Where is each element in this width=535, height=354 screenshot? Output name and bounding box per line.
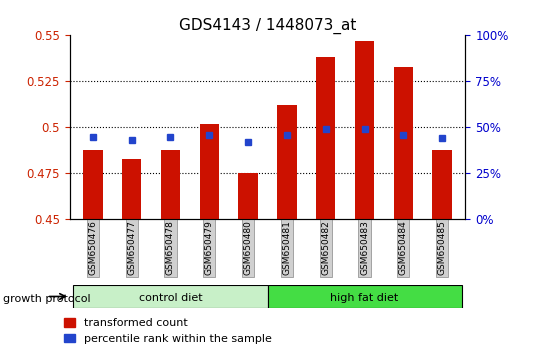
Bar	[277, 105, 296, 219]
Bar	[83, 149, 103, 219]
Text: GSM650480: GSM650480	[243, 221, 253, 275]
Bar	[432, 149, 452, 219]
Bar	[239, 173, 258, 219]
Text: growth protocol: growth protocol	[3, 294, 90, 304]
Text: GSM650482: GSM650482	[321, 221, 330, 275]
Bar	[73, 285, 268, 308]
Bar	[200, 124, 219, 219]
Text: GSM650485: GSM650485	[438, 221, 447, 275]
Bar	[122, 159, 141, 219]
Text: GSM650478: GSM650478	[166, 221, 175, 275]
Text: GSM650483: GSM650483	[360, 221, 369, 275]
Text: high fat diet: high fat diet	[331, 293, 399, 303]
Text: GSM650479: GSM650479	[205, 221, 214, 275]
Bar	[394, 67, 413, 219]
Bar	[355, 41, 374, 219]
Text: GSM650481: GSM650481	[282, 221, 292, 275]
Bar	[160, 149, 180, 219]
Text: GSM650477: GSM650477	[127, 221, 136, 275]
Title: GDS4143 / 1448073_at: GDS4143 / 1448073_at	[179, 18, 356, 34]
Legend: transformed count, percentile rank within the sample: transformed count, percentile rank withi…	[59, 314, 276, 348]
Bar	[316, 57, 335, 219]
Text: GSM650484: GSM650484	[399, 221, 408, 275]
Text: control diet: control diet	[139, 293, 202, 303]
Bar	[268, 285, 462, 308]
Text: GSM650476: GSM650476	[88, 221, 97, 275]
